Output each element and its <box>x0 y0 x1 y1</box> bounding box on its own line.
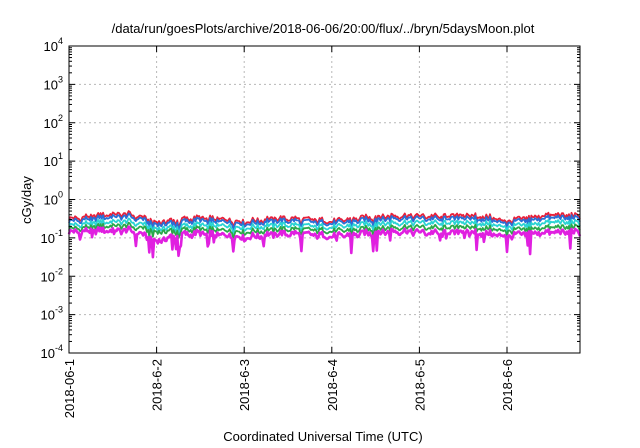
y-tick-label: 103 <box>44 74 63 92</box>
y-tick-label: 100 <box>44 190 63 208</box>
series-line <box>68 217 581 236</box>
y-tick-label: 102 <box>44 113 63 131</box>
chart-title: /data/run/goesPlots/archive/2018-06-06/2… <box>112 21 535 36</box>
y-tick-base: 10 <box>44 116 58 131</box>
y-tick-base: 10 <box>44 39 58 54</box>
y-tick-label: 10-4 <box>41 343 63 361</box>
y-tick-base: 10 <box>41 346 55 361</box>
series-line <box>68 221 581 239</box>
series-layer <box>67 210 582 259</box>
y-tick-label: 10-3 <box>41 305 63 323</box>
series-line <box>68 210 581 229</box>
series-line <box>68 212 581 231</box>
x-tick-label: 2018-6-2 <box>150 359 165 411</box>
y-tick-exponent: 3 <box>58 74 63 84</box>
x-tick-label: 2018-6-5 <box>412 359 427 411</box>
x-tick-label: 2018-6-3 <box>237 359 252 411</box>
y-tick-base: 10 <box>41 269 55 284</box>
y-tick-exponent: 1 <box>58 151 63 161</box>
x-axis: 2018-06-1 2018-6-2 2018-6-3 2018-6-4 2018-6-… <box>62 46 515 418</box>
y-tick-base: 10 <box>44 154 58 169</box>
y-tick-label: 104 <box>44 36 63 54</box>
y-tick-label: 101 <box>44 151 63 169</box>
y-tick-label: 10-1 <box>41 228 63 246</box>
x-axis-label: Coordinated Universal Time (UTC) <box>223 429 422 444</box>
y-tick-label: 10-2 <box>41 266 63 284</box>
y-tick-exponent: -4 <box>55 343 63 353</box>
y-tick-exponent: 0 <box>58 190 63 200</box>
y-tick-base: 10 <box>41 231 55 246</box>
y-tick-base: 10 <box>41 308 55 323</box>
series-line <box>67 225 582 259</box>
y-tick-exponent: -2 <box>55 266 63 276</box>
y-tick-exponent: -1 <box>55 228 63 238</box>
x-tick-label: 2018-6-6 <box>500 359 515 411</box>
y-tick-exponent: 4 <box>58 36 63 46</box>
y-axis-label: cGy/day <box>19 176 34 224</box>
y-tick-exponent: -3 <box>55 305 63 315</box>
y-tick-base: 10 <box>44 77 58 92</box>
y-tick-base: 10 <box>44 193 58 208</box>
x-tick-label: 2018-6-4 <box>325 359 340 411</box>
x-tick-label: 2018-06-1 <box>62 359 77 418</box>
y-tick-exponent: 2 <box>58 113 63 123</box>
grid <box>69 46 580 353</box>
